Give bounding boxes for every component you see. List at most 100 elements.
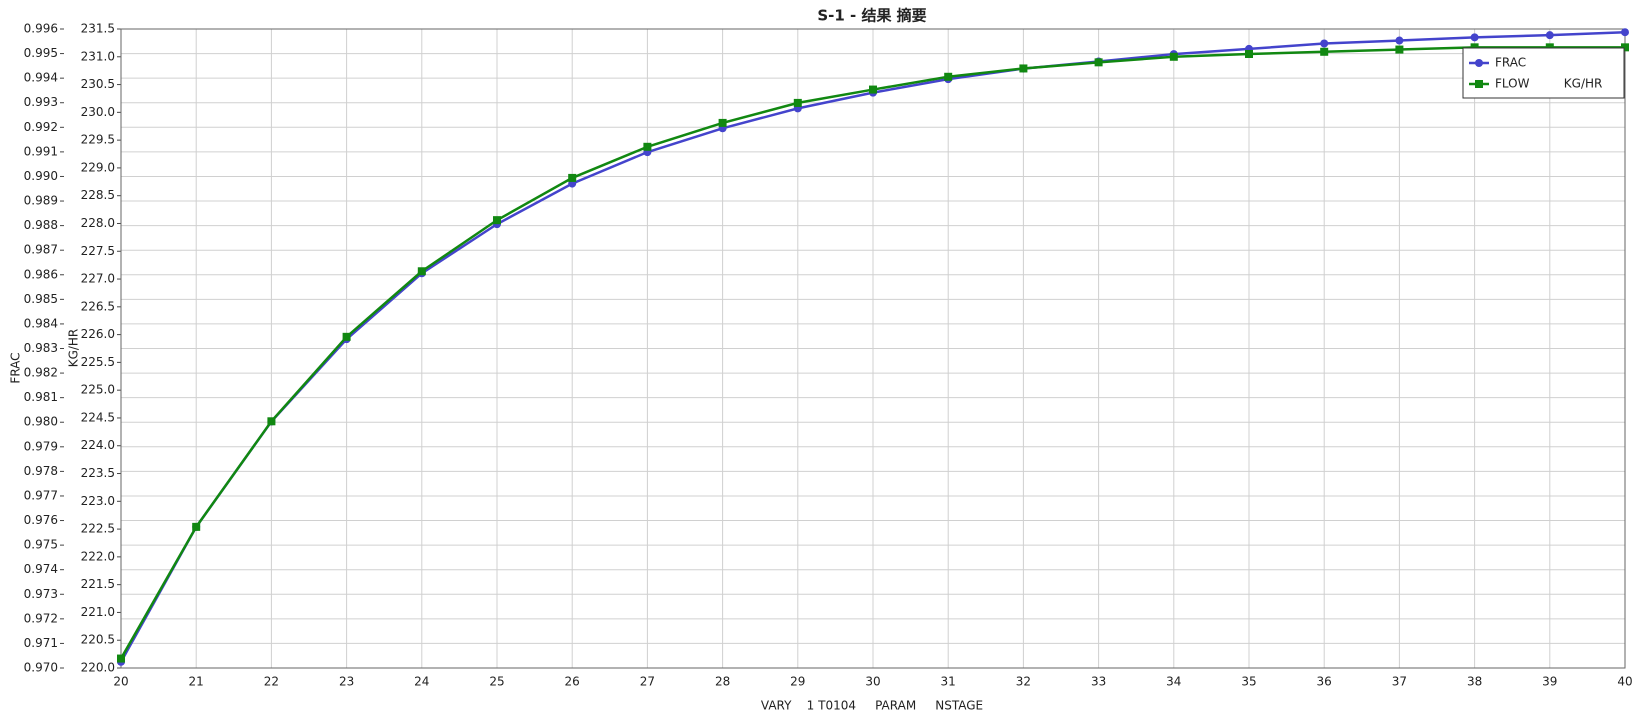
x-tick-label: 21: [189, 675, 204, 689]
x-tick-label: 30: [865, 675, 880, 689]
point-marker: [417, 267, 426, 276]
point-marker: [342, 332, 351, 341]
legend-marker: [1475, 80, 1483, 88]
y-tick-label: 0.993: [24, 95, 58, 109]
y-tick-label: 0.989: [24, 194, 58, 208]
x-tick-label: 20: [113, 675, 128, 689]
x-tick-label: 28: [715, 675, 730, 689]
point-marker: [1470, 43, 1479, 52]
point-marker: [1545, 43, 1554, 52]
y2-tick-label: 231.5: [81, 22, 115, 36]
x-tick-label: 27: [640, 675, 655, 689]
y2-tick-label: 220.5: [81, 633, 115, 647]
x-tick-label: 37: [1392, 675, 1407, 689]
x-tick-label: 38: [1467, 675, 1482, 689]
y2-tick-label: 225.0: [81, 383, 115, 397]
y2-tick-label: 230.5: [81, 77, 115, 91]
point-marker: [1094, 58, 1103, 67]
y2-tick-label: 226.5: [81, 299, 115, 313]
y2-tick-label: 220.0: [81, 661, 115, 675]
legend-label: FLOW KG/HR: [1495, 77, 1602, 91]
y-tick-label: 0.978: [24, 464, 58, 478]
y2-tick-label: 231.0: [81, 49, 115, 63]
x-tick-label: 24: [414, 675, 429, 689]
x-tick-label: 26: [565, 675, 580, 689]
x-tick-label: 22: [264, 675, 279, 689]
y-tick-label: 0.984: [24, 316, 58, 330]
y2-tick-label: 227.0: [81, 272, 115, 286]
x-tick-label: 35: [1241, 675, 1256, 689]
y-tick-label: 0.991: [24, 144, 58, 158]
y-tick-label: 0.987: [24, 243, 58, 257]
y2-tick-label: 228.5: [81, 188, 115, 202]
y-tick-label: 0.974: [24, 562, 58, 576]
y-tick-label: 0.982: [24, 366, 58, 380]
y-tick-label: 0.979: [24, 439, 58, 453]
y-tick-label: 0.975: [24, 538, 58, 552]
y-tick-label: 0.996: [24, 22, 58, 36]
y-tick-label: 0.977: [24, 488, 58, 502]
x-tick-label: 29: [790, 675, 805, 689]
y2-tick-label: 226.0: [81, 327, 115, 341]
legend-label: FRAC: [1495, 56, 1526, 70]
x-tick-label: 33: [1091, 675, 1106, 689]
point-marker: [793, 98, 802, 107]
y2-tick-label: 223.5: [81, 466, 115, 480]
y-tick-label: 0.981: [24, 390, 58, 404]
y2-tick-label: 222.0: [81, 549, 115, 563]
y-tick-label: 0.986: [24, 267, 58, 281]
y2-tick-label: 221.5: [81, 577, 115, 591]
y2-tick-label: 224.5: [81, 410, 115, 424]
x-tick-label: 39: [1542, 675, 1557, 689]
y-tick-label: 0.972: [24, 611, 58, 625]
plot-frame: [120, 28, 1626, 669]
y-tick-label: 0.983: [24, 341, 58, 355]
y-tick-label: 0.976: [24, 513, 58, 527]
legend-box: [1462, 47, 1625, 99]
x-tick-label: 31: [941, 675, 956, 689]
point-marker: [1320, 39, 1329, 48]
y2-tick-label: 228.0: [81, 216, 115, 230]
point-marker: [1245, 50, 1253, 59]
x-tick-label: 25: [489, 675, 504, 689]
x-tick-label: 36: [1317, 675, 1332, 689]
y2-tick-label: 229.0: [81, 160, 115, 174]
x-tick-label: 34: [1166, 675, 1181, 689]
point-marker: [192, 522, 201, 531]
point-marker: [1169, 52, 1178, 61]
y2-tick-label: 222.5: [81, 522, 115, 536]
y2-tick-label: 229.5: [81, 133, 115, 147]
point-marker: [117, 654, 125, 663]
x-tick-label: 23: [339, 675, 354, 689]
point-marker: [1621, 28, 1629, 37]
y-tick-label: 0.985: [24, 292, 58, 306]
legend-marker: [1475, 59, 1483, 67]
y-tick-label: 0.973: [24, 587, 58, 601]
point-marker: [1395, 45, 1404, 54]
point-marker: [1395, 36, 1404, 45]
y-axis-title: FRAC: [9, 352, 23, 383]
point-marker: [944, 72, 953, 81]
point-marker: [1019, 64, 1028, 73]
point-marker: [267, 417, 276, 426]
point-marker: [643, 142, 652, 151]
chart-title: S-1 - 结果 摘要: [817, 7, 926, 25]
point-marker: [1545, 31, 1554, 40]
point-marker: [718, 118, 727, 127]
point-marker: [568, 173, 577, 182]
y-tick-label: 0.988: [24, 218, 58, 232]
point-marker: [1320, 47, 1329, 56]
y2-tick-label: 225.5: [81, 355, 115, 369]
y-tick-label: 0.994: [24, 71, 58, 85]
point-marker: [493, 216, 501, 225]
point-marker: [869, 85, 877, 94]
y2-tick-label: 224.0: [81, 438, 115, 452]
y2-tick-label: 221.0: [81, 605, 115, 619]
y2-tick-label: 223.0: [81, 494, 115, 508]
y-tick-label: 0.980: [24, 415, 58, 429]
x-tick-label: 32: [1016, 675, 1031, 689]
x-axis-title: VARY 1 T0104 PARAM NSTAGE: [761, 699, 983, 713]
y-tick-label: 0.990: [24, 169, 58, 183]
